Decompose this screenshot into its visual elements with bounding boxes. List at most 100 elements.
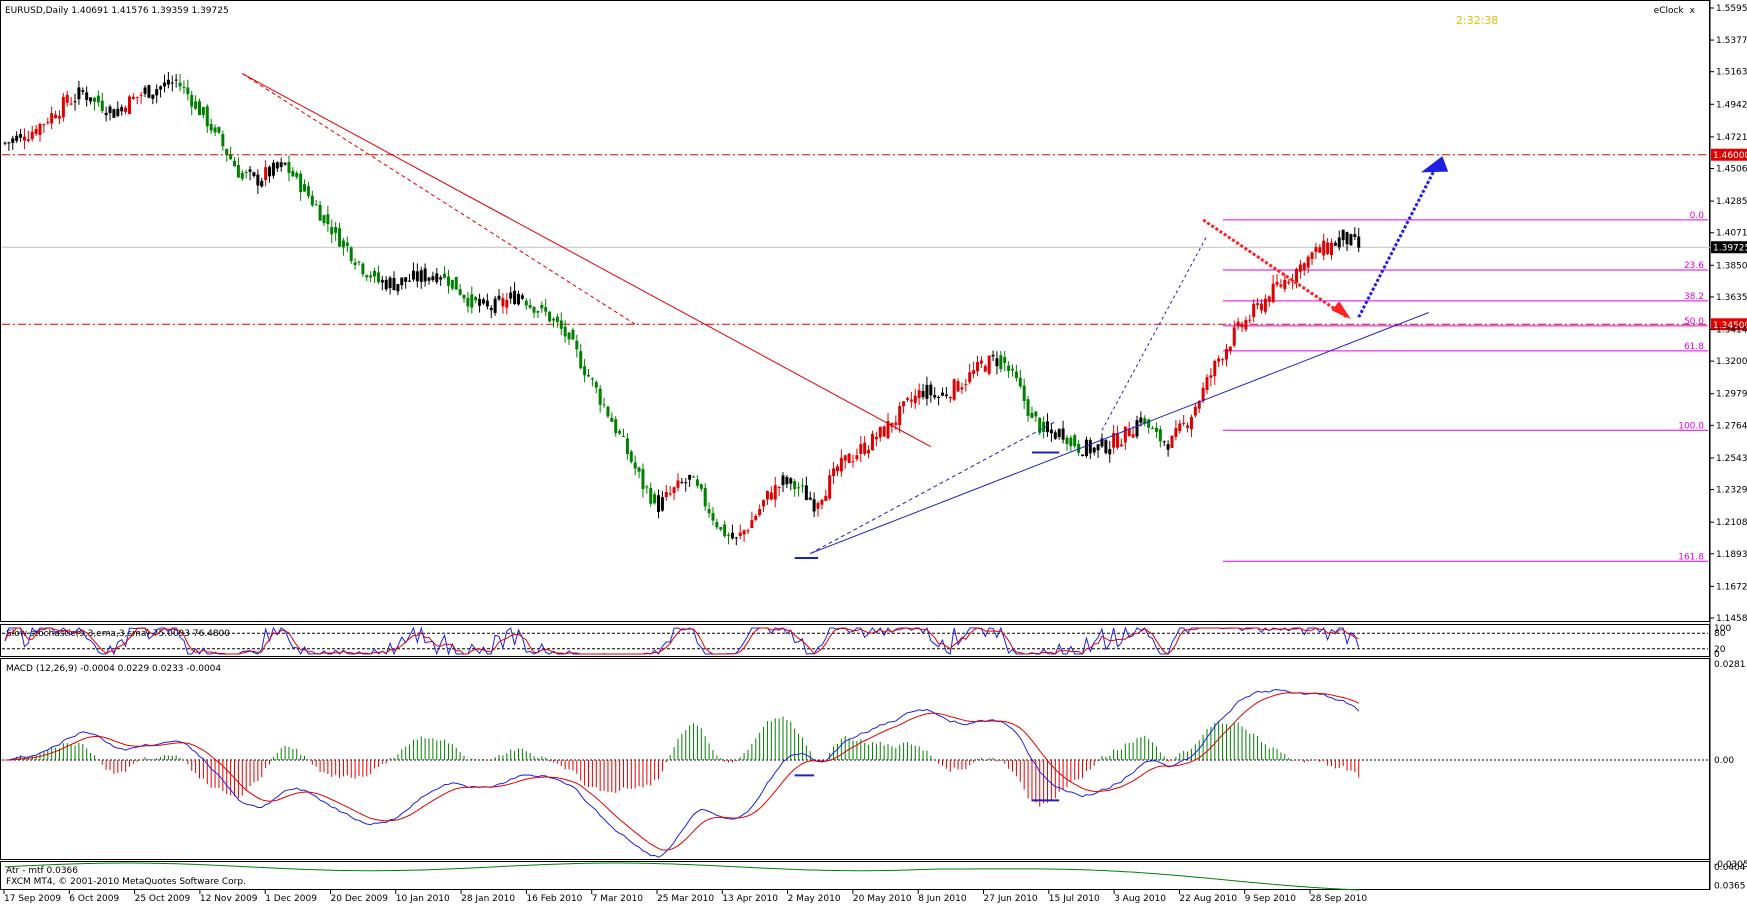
date-tick-label: 16 Feb 2010 — [526, 894, 582, 904]
candle-body — [816, 503, 820, 509]
candle-body — [509, 292, 513, 299]
eclock-close-icon[interactable]: x — [1689, 6, 1695, 16]
price-tick-label: 1.47210 — [1716, 133, 1747, 143]
candle-body — [692, 476, 696, 478]
candle-body — [742, 530, 746, 535]
candle-body — [524, 300, 528, 306]
date-tick-label: 20 Dec 2009 — [331, 894, 389, 904]
candle-body — [878, 426, 882, 438]
arrowhead-down — [1331, 301, 1351, 320]
date-tick-label: 22 Aug 2010 — [1179, 894, 1237, 904]
candle-body — [116, 108, 120, 116]
candle-body — [594, 382, 598, 388]
candle-body — [489, 307, 493, 311]
candle-body — [711, 512, 715, 521]
candle-body — [81, 90, 85, 92]
candle-body — [151, 94, 155, 99]
candle-body — [65, 94, 69, 103]
candle-body — [61, 96, 65, 118]
candle-body — [423, 268, 427, 282]
candle-body — [466, 298, 470, 307]
candle-body — [933, 395, 937, 398]
candle-body — [143, 87, 147, 94]
candle-body — [1073, 435, 1077, 447]
candle-body — [279, 162, 283, 168]
candle-body — [991, 354, 995, 357]
candle-body — [555, 316, 559, 322]
candle-body — [812, 499, 816, 512]
price-tick-label: 1.27645 — [1716, 421, 1747, 431]
stoch-tick-label: 80 — [1714, 629, 1726, 639]
candle-body — [1193, 406, 1197, 416]
candle-body — [303, 184, 307, 192]
candle-body — [295, 172, 299, 178]
candle-body — [513, 290, 517, 304]
candle-body — [653, 494, 657, 504]
candle-body — [746, 530, 750, 532]
candle-body — [598, 388, 602, 405]
projection-arrow-up — [1357, 165, 1438, 318]
macd-tick-label: 0.00 — [1714, 756, 1734, 766]
candle-body — [365, 275, 369, 278]
atr-line — [4, 862, 1359, 891]
candle-body — [777, 486, 781, 488]
candle-body — [369, 275, 373, 278]
candle-body — [85, 92, 89, 101]
candle-body — [1263, 298, 1267, 312]
clock-time: 2:32:38 — [1456, 14, 1499, 27]
candle-body — [1256, 303, 1260, 305]
candle-body — [824, 495, 828, 501]
candle-body — [602, 404, 606, 406]
candle-body — [30, 131, 34, 140]
candle-body — [1306, 256, 1310, 268]
stoch-tick-label: 0 — [1714, 650, 1720, 660]
candle-body — [252, 172, 256, 176]
candle-body — [516, 293, 520, 305]
date-tick-label: 3 Aug 2010 — [1114, 894, 1166, 904]
candle-body — [244, 171, 248, 173]
macd-panel-frame — [0, 658, 1710, 860]
candle-body — [917, 390, 921, 399]
candle-body — [1162, 441, 1166, 443]
candle-body — [1329, 242, 1333, 256]
candle-body — [532, 306, 536, 313]
copyright-label: FXCM MT4, © 2001-2010 MetaQuotes Softwar… — [6, 877, 246, 887]
candle-body — [124, 107, 128, 112]
candle-body — [155, 89, 159, 96]
candle-body — [828, 475, 832, 499]
candle-body — [1046, 421, 1050, 433]
candle-body — [229, 154, 233, 160]
candle-body — [727, 534, 731, 536]
candle-body — [579, 351, 583, 369]
candle-body — [1022, 385, 1026, 401]
candle-body — [497, 295, 501, 300]
candle-body — [544, 307, 548, 312]
candle-body — [209, 123, 213, 131]
candle-body — [1018, 377, 1022, 387]
candle-body — [349, 247, 353, 262]
date-tick-label: 20 May 2010 — [853, 894, 912, 904]
candle-body — [166, 79, 170, 85]
candle-body — [291, 170, 295, 177]
candle-body — [19, 133, 23, 138]
candle-body — [54, 114, 58, 119]
candle-body — [1209, 375, 1213, 378]
candle-body — [719, 527, 723, 530]
candle-body — [198, 101, 201, 116]
candle-body — [956, 381, 960, 392]
candle-body — [999, 355, 1003, 370]
candle-body — [1353, 234, 1357, 237]
candle-body — [657, 495, 661, 513]
candle-body — [1232, 327, 1236, 346]
candle-body — [567, 332, 571, 340]
candle-body — [637, 467, 641, 472]
candle-body — [260, 180, 264, 187]
candle-body — [1096, 444, 1100, 451]
candle-body — [474, 297, 478, 301]
candle-body — [174, 79, 178, 81]
arrowhead-up — [1420, 156, 1449, 173]
fib-level-label: 161.8 — [1678, 552, 1704, 562]
candle-body — [1174, 428, 1178, 437]
